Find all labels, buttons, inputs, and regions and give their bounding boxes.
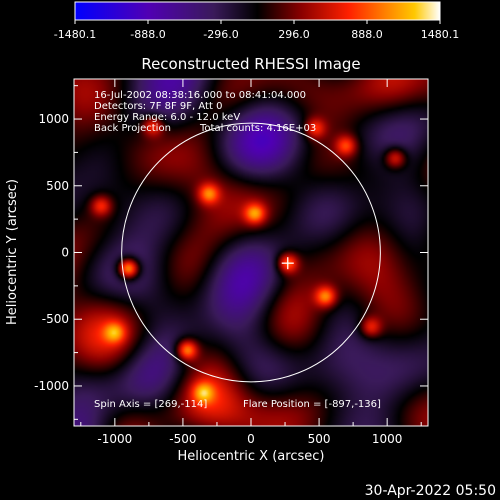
annotation-counts: Total counts: 4.16E+03 bbox=[199, 123, 316, 134]
annotation-flare-position: Flare Position = [-897,-136] bbox=[243, 399, 381, 410]
x-tick-label: 0 bbox=[247, 432, 255, 446]
x-tick-label: 500 bbox=[308, 432, 331, 446]
annotation-spin-axis: Spin Axis = [269,-114] bbox=[94, 399, 207, 410]
x-tick-label: -1000 bbox=[97, 432, 132, 446]
colorbar bbox=[74, 1, 441, 21]
axis-ticks bbox=[74, 79, 428, 426]
flare-marker bbox=[281, 257, 294, 270]
y-tick-label: 0 bbox=[61, 246, 69, 260]
y-axis-label: Heliocentric Y (arcsec) bbox=[5, 179, 20, 325]
y-tick-label: 500 bbox=[46, 179, 69, 193]
x-tick-label: 1000 bbox=[372, 432, 403, 446]
annotation-detectors: Detectors: 7F 8F 9F, Att 0 bbox=[94, 101, 222, 112]
colorbar-tick-label: -1480.1 bbox=[54, 28, 96, 41]
chart-title: Reconstructed RHESSI Image bbox=[141, 55, 360, 73]
annotation-energy: Energy Range: 6.0 - 12.0 keV bbox=[94, 112, 240, 123]
colorbar-tick-label: 296.0 bbox=[278, 28, 310, 41]
x-axis-label: Heliocentric X (arcsec) bbox=[178, 449, 325, 464]
colorbar-tick-label: -296.0 bbox=[203, 28, 238, 41]
annotation-method: Back Projection bbox=[94, 123, 171, 134]
x-tick-label: -500 bbox=[169, 432, 196, 446]
colorbar-tick-label: -888.0 bbox=[130, 28, 165, 41]
footer-timestamp: 30-Apr-2022 05:50 bbox=[365, 483, 496, 499]
y-tick-label: -1000 bbox=[34, 379, 69, 393]
annotation-time: 16-Jul-2002 08:38:16.000 to 08:41:04.000 bbox=[94, 90, 306, 101]
y-tick-label: -500 bbox=[42, 312, 69, 326]
colorbar-tick-label: 888.0 bbox=[351, 28, 383, 41]
colorbar-tick-label: 1480.1 bbox=[421, 28, 460, 41]
colorbar-ticks: -1480.1 -888.0 -296.0 296.0 888.0 1480.1 bbox=[54, 20, 459, 41]
y-tick-label: 1000 bbox=[38, 112, 69, 126]
heatmap-image bbox=[74, 79, 428, 426]
solar-disk-outline bbox=[121, 122, 381, 383]
